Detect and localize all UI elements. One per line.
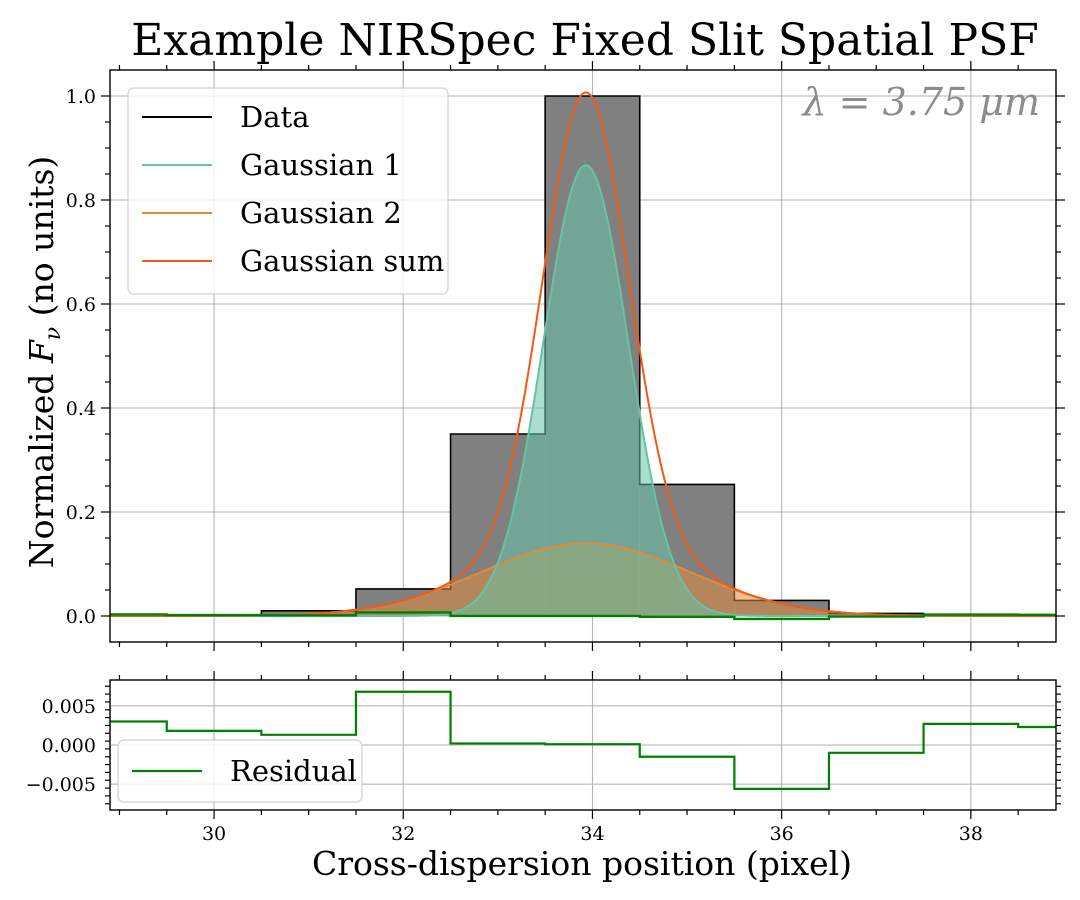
residual-step-line (110, 690, 1056, 790)
residual-plot-area (110, 690, 1056, 790)
legend-label-data: Data (240, 100, 309, 134)
y-tick-label: 0.4 (66, 398, 96, 420)
y-axis-label: Normalized Fν (no units) (22, 156, 66, 569)
res-y-tick-label: 0.000 (42, 735, 96, 757)
y-tick-label: 0.8 (66, 190, 96, 212)
main-panel: 0.0 0.2 0.4 0.6 0.8 1.0 λ = 3.75 μm Data Gaussia… (66, 61, 1065, 651)
res-y-tick-label: 0.005 (42, 696, 96, 718)
x-tick-label: 30 (202, 823, 226, 845)
residual-axes-frame (109, 679, 1057, 811)
legend-label-sum: Gaussian sum (240, 244, 444, 278)
y-label-sub: ν (41, 327, 66, 340)
x-tick-label: 36 (770, 823, 794, 845)
legend-label-g1: Gaussian 1 (240, 148, 402, 182)
x-tick-label: 32 (391, 823, 415, 845)
y-tick-label: 0.0 (66, 606, 96, 628)
y-label-var: F (22, 339, 61, 364)
chart-title: Example NIRSpec Fixed Slit Spatial PSF (131, 15, 1039, 66)
legend-label-g2: Gaussian 2 (240, 196, 402, 230)
y-tick-label: 0.6 (66, 294, 96, 316)
data-step-line (110, 95, 1056, 617)
residual-legend-box (117, 739, 363, 803)
gaussian-1-fill (110, 165, 1056, 616)
y-tick-label: 0.2 (66, 502, 96, 524)
wavelength-annotation: λ = 3.75 μm (801, 80, 1041, 124)
res-y-tick-label: −0.005 (26, 774, 96, 796)
x-tick-label: 34 (580, 823, 604, 845)
y-label-part: Normalized (22, 363, 61, 568)
x-tick-label: 38 (959, 823, 983, 845)
main-legend: Data Gaussian 1 Gaussian 2 Gaussian sum (127, 87, 449, 295)
main-legend-box (127, 87, 449, 295)
residual-overlay-line (110, 611, 1056, 621)
main-plot-area (110, 91, 1056, 621)
residual-legend: Residual (117, 739, 363, 803)
y-label-units: (no units) (22, 156, 61, 327)
x-axis-label: Cross-dispersion position (pixel) (312, 844, 852, 883)
residual-panel: 0.005 0.000 −0.005 30 32 34 36 38 Residual (26, 671, 1061, 845)
y-tick-label: 1.0 (66, 86, 96, 108)
legend-label-residual: Residual (230, 754, 357, 788)
